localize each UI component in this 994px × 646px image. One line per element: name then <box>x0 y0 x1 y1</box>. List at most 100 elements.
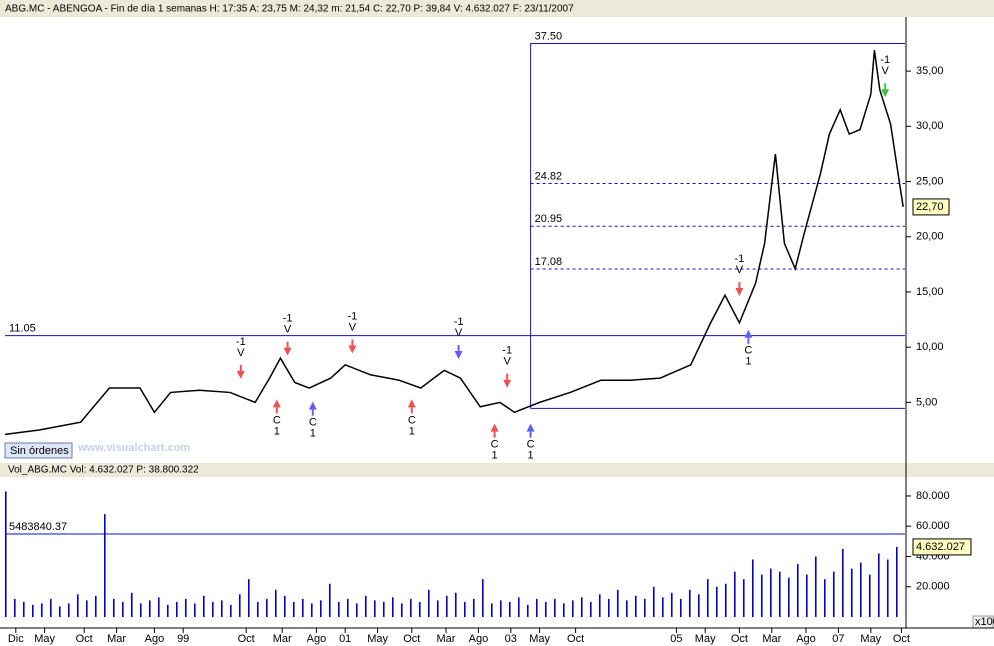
volume-bar <box>824 579 826 618</box>
x-tick-label: May <box>695 633 716 645</box>
signal-label: C <box>744 345 752 357</box>
signal-label: C <box>309 416 317 428</box>
volume-bar <box>113 598 115 618</box>
x-tick-label: Mar <box>437 633 456 645</box>
volume-bar <box>275 589 277 618</box>
x-tick-label: Dic <box>8 633 24 645</box>
x-tick-label: 01 <box>339 633 351 645</box>
signal-arrow <box>881 89 890 98</box>
volume-bar <box>122 601 124 618</box>
volume-bar <box>608 598 610 618</box>
volume-bar <box>536 598 538 618</box>
x-tick-label: Ago <box>796 633 816 645</box>
signal-arrow <box>503 379 512 388</box>
volume-bar <box>572 600 574 618</box>
x-tick-label: Ago <box>307 633 327 645</box>
volume-bar <box>563 603 565 618</box>
signal-arrow <box>308 401 317 410</box>
status-box[interactable] <box>4 442 73 459</box>
volume-bar <box>257 601 259 618</box>
volume-bar <box>761 574 763 618</box>
volume-bar <box>896 546 898 618</box>
volume-bar <box>743 579 745 618</box>
signal-label: -1 <box>348 310 358 322</box>
signal-arrow <box>454 350 463 359</box>
y-tick-label: 60.000 <box>916 520 950 532</box>
volume-bar <box>491 603 493 618</box>
volume-bar <box>248 579 250 618</box>
volume-bar <box>581 597 583 618</box>
x-tick-label: Ago <box>469 633 489 645</box>
volume-bar <box>329 583 331 618</box>
volume-bar <box>86 600 88 618</box>
x-tick-label: May <box>529 633 550 645</box>
signal-label: 1 <box>274 425 280 437</box>
signal-label: V <box>882 65 890 77</box>
volume-bar <box>554 598 556 618</box>
volume-bar <box>716 586 718 618</box>
volume-bar <box>464 601 466 618</box>
volume-bar <box>635 595 637 618</box>
volume-bar <box>779 571 781 618</box>
level-label: 17.08 <box>535 256 563 268</box>
volume-bar <box>788 577 790 618</box>
volume-bar <box>392 597 394 618</box>
signal-arrow <box>490 423 499 432</box>
volume-bar <box>482 579 484 618</box>
volume-bar <box>815 556 817 618</box>
volume-bar <box>662 597 664 618</box>
signal-label: 1 <box>492 450 498 462</box>
chart-title: ABG.MC - ABENGOA - Fin de día 1 semanas … <box>5 4 574 15</box>
signal-label: 1 <box>409 425 415 437</box>
last-value-label: 22,70 <box>916 201 944 213</box>
y-tick-label: 30,00 <box>916 120 944 132</box>
x-tick-label: 05 <box>670 633 682 645</box>
panel-bar <box>0 463 994 477</box>
volume-bar <box>104 514 106 618</box>
volume-bar <box>212 601 214 618</box>
x-tick-label: May <box>367 633 388 645</box>
signal-label: V <box>349 321 357 333</box>
title-bar <box>0 0 994 17</box>
x-tick-label: Ago <box>145 633 165 645</box>
x-tick-label: 07 <box>832 633 844 645</box>
signal-arrow <box>526 423 535 432</box>
volume-bar <box>851 568 853 618</box>
signal-arrow <box>348 345 357 354</box>
volume-bar <box>599 594 601 618</box>
signal-arrow <box>735 288 744 297</box>
y-tick-label: 20,00 <box>916 231 944 243</box>
signal-label: V <box>455 327 463 339</box>
volume-bar <box>860 562 862 618</box>
volume-bar <box>707 579 709 618</box>
volume-bar <box>383 601 385 618</box>
volume-bar <box>293 601 295 618</box>
volume-bar <box>626 600 628 618</box>
signal-label: C <box>527 439 535 451</box>
signal-label: V <box>237 347 245 359</box>
volume-bar <box>680 598 682 618</box>
volume-bar <box>689 589 691 618</box>
level-label: 24.82 <box>535 170 563 182</box>
volume-bar <box>806 574 808 618</box>
volume-bar <box>284 595 286 618</box>
y-tick-label: 5,00 <box>916 396 937 408</box>
signal-label: -1 <box>502 345 512 357</box>
x-tick-label: Oct <box>893 633 910 645</box>
level-label: 37.50 <box>535 30 563 42</box>
signal-arrow <box>236 370 245 379</box>
scale-note: x100 <box>975 616 994 628</box>
volume-bar <box>410 598 412 618</box>
volume-bar <box>356 603 358 618</box>
x-tick-label: May <box>860 633 881 645</box>
x-tick-label: May <box>34 633 55 645</box>
volume-bar <box>500 600 502 618</box>
volume-bar <box>437 600 439 618</box>
volume-bar <box>842 548 844 618</box>
level-label: 11.05 <box>9 322 36 334</box>
volume-bar <box>14 598 16 618</box>
y-tick-label: 10,00 <box>916 341 944 353</box>
volume-bar <box>59 606 61 618</box>
x-tick-label: Oct <box>403 633 420 645</box>
